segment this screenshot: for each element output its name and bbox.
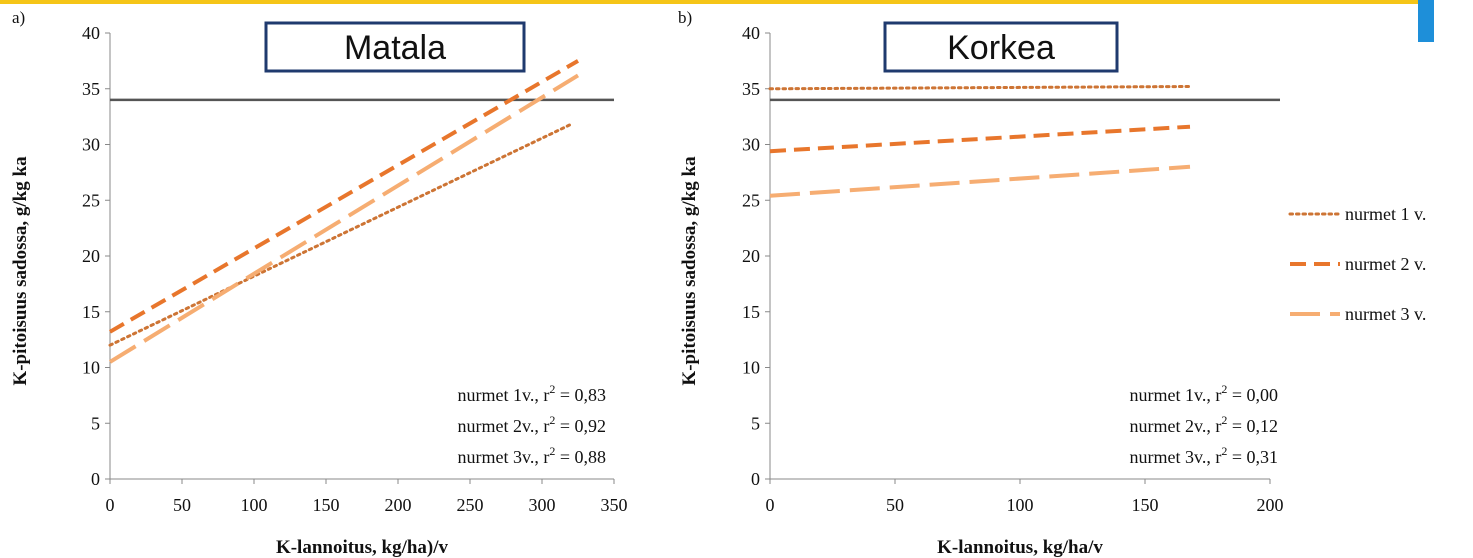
y-tick-label: 20	[742, 246, 760, 266]
r2-annotation: nurmet 3v., r2 = 0,88	[458, 444, 606, 467]
title-box	[883, 21, 1119, 73]
x-tick-label: 150	[1132, 495, 1159, 515]
chart-panel-a: 0 5 10 15 20 25 30 35 40 0 50 100 150 200 250 300 350 a) M…	[10, 8, 628, 558]
y-tick-label: 5	[751, 413, 760, 433]
y-tick-label: 20	[82, 246, 100, 266]
title-box	[264, 21, 526, 73]
y-tick-label: 0	[91, 469, 100, 489]
y-tick-label: 0	[751, 469, 760, 489]
y-tick-label: 30	[82, 135, 100, 155]
legend-label-1: nurmet 1 v.	[1345, 204, 1426, 224]
x-tick-label: 150	[313, 495, 340, 515]
y-tick-label: 5	[91, 413, 100, 433]
x-tick-label: 0	[766, 495, 775, 515]
y-tick-label: 35	[82, 79, 100, 99]
chart-title: Korkea	[947, 29, 1055, 67]
chart-panel-b: 0 5 10 15 20 25 30 35 40 0 50 100 150 200 b) Korkea K-pi…	[678, 8, 1284, 558]
x-tick-label: 350	[601, 495, 628, 515]
legend-label-2: nurmet 2 v.	[1345, 254, 1426, 274]
r2-annotation: nurmet 3v., r2 = 0,31	[1130, 444, 1278, 467]
series-line-1	[108, 122, 573, 347]
x-tick-label: 100	[1007, 495, 1034, 515]
y-tick-label: 10	[742, 358, 760, 378]
series-line-1	[768, 85, 1192, 91]
r2-annotation: nurmet 2v., r2 = 0,12	[1130, 413, 1278, 436]
x-tick-label: 0	[106, 495, 115, 515]
y-tick-label: 15	[82, 302, 100, 322]
x-tick-label: 250	[457, 495, 484, 515]
y-tick-label: 30	[742, 135, 760, 155]
x-tick-label: 200	[1257, 495, 1284, 515]
series-line-3	[108, 73, 580, 364]
panel-letter: a)	[12, 8, 25, 27]
y-axis-label: K-pitoisuus sadossa, g/kg ka	[10, 156, 31, 386]
chart-title: Matala	[344, 29, 446, 67]
accent-side-bar	[1418, 0, 1434, 42]
x-tick-label: 300	[529, 495, 556, 515]
y-axis-label: K-pitoisuus sadossa, g/kg ka	[679, 156, 700, 386]
r2-annotation: nurmet 2v., r2 = 0,92	[458, 413, 606, 436]
y-tick-label: 25	[742, 190, 760, 210]
x-tick-label: 200	[385, 495, 412, 515]
series-line-3	[769, 164, 1191, 198]
accent-top-bar	[0, 0, 1418, 4]
x-axis-label: K-lannoitus, kg/ha/v	[937, 537, 1103, 558]
series-line-2	[108, 59, 580, 334]
x-tick-label: 50	[173, 495, 191, 515]
y-tick-label: 15	[742, 302, 760, 322]
series-line-2	[769, 124, 1191, 154]
x-axis-label: K-lannoitus, kg/ha)/v	[276, 537, 449, 558]
y-tick-label: 35	[742, 79, 760, 99]
panel-letter: b)	[678, 8, 692, 27]
x-tick-label: 100	[241, 495, 268, 515]
legend: nurmet 1 v. nurmet 2 v. nurmet 3 v.	[1288, 204, 1426, 324]
y-tick-label: 10	[82, 358, 100, 378]
y-tick-label: 40	[742, 23, 760, 43]
y-tick-label: 40	[82, 23, 100, 43]
y-tick-label: 25	[82, 190, 100, 210]
r2-annotation: nurmet 1v., r2 = 0,00	[1130, 382, 1278, 405]
x-tick-label: 50	[886, 495, 904, 515]
legend-label-3: nurmet 3 v.	[1345, 304, 1426, 324]
r2-annotation: nurmet 1v., r2 = 0,83	[458, 382, 606, 405]
